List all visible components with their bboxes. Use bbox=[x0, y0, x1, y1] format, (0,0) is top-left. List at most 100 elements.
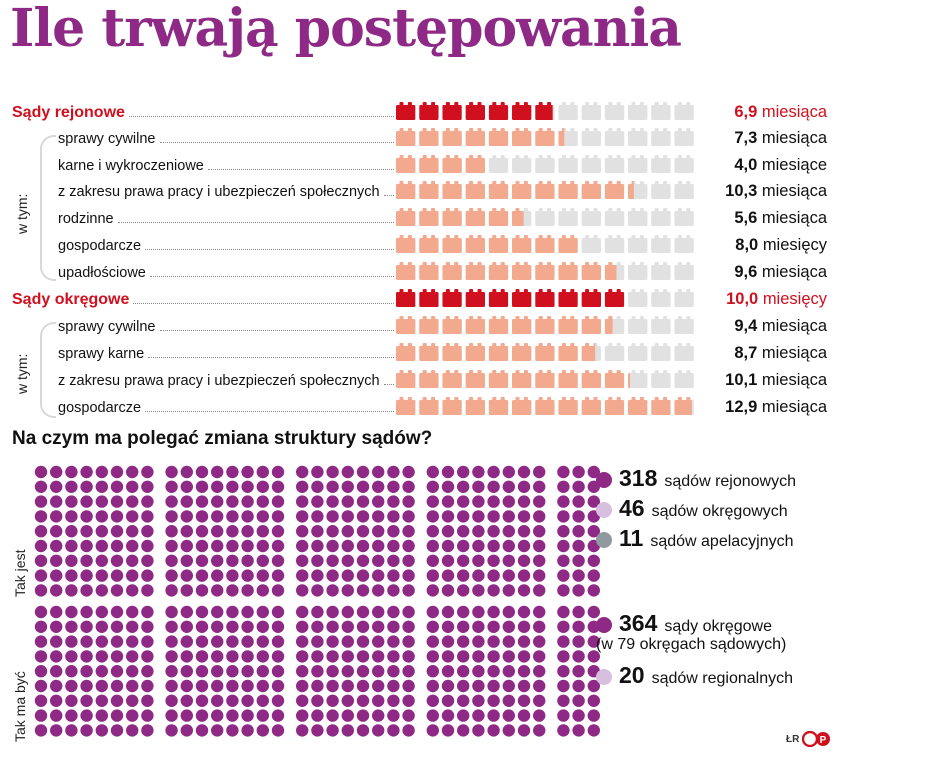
court-dot bbox=[311, 554, 324, 567]
bar-brick bbox=[465, 102, 485, 120]
court-dot bbox=[34, 605, 48, 619]
court-dot bbox=[402, 495, 415, 508]
court-dot bbox=[472, 694, 485, 707]
bar-brick bbox=[558, 370, 578, 388]
bar-brick bbox=[442, 343, 462, 361]
bar-brick bbox=[465, 235, 485, 253]
court-dot bbox=[211, 480, 224, 493]
court-dot bbox=[226, 605, 239, 619]
court-dot bbox=[296, 554, 309, 567]
author-credit: ŁR bbox=[786, 734, 800, 745]
court-dot bbox=[180, 584, 193, 597]
court-dot bbox=[34, 635, 48, 648]
court-dot bbox=[271, 584, 285, 597]
court-dot bbox=[356, 539, 370, 553]
court-dot bbox=[256, 525, 269, 538]
row-label: Sądy rejonowe bbox=[12, 102, 394, 122]
court-dot bbox=[80, 694, 93, 707]
court-dot bbox=[180, 554, 193, 567]
court-dot bbox=[356, 480, 370, 493]
court-dot bbox=[402, 694, 415, 707]
court-dot bbox=[165, 569, 178, 582]
court-dot bbox=[80, 480, 93, 493]
court-dot bbox=[572, 465, 585, 479]
bar-brick bbox=[419, 102, 439, 120]
row-value-unit: miesiąca bbox=[761, 371, 827, 389]
bar-brick bbox=[604, 128, 625, 146]
court-dot bbox=[126, 635, 139, 648]
bar-brick bbox=[604, 289, 625, 307]
court-dot bbox=[195, 525, 209, 538]
row-label: Sądy okręgowe bbox=[12, 289, 394, 309]
court-dot bbox=[126, 620, 139, 633]
court-dot bbox=[517, 620, 531, 633]
court-dot bbox=[572, 709, 585, 722]
court-dot bbox=[472, 480, 485, 493]
court-dot bbox=[195, 650, 209, 663]
court-dot bbox=[356, 510, 370, 523]
court-dot bbox=[402, 569, 415, 582]
legend-label: sądy okręgowe bbox=[664, 618, 772, 635]
bar-brick bbox=[604, 370, 625, 388]
court-dot bbox=[110, 679, 124, 693]
bracket-okregowe bbox=[40, 322, 56, 418]
legend-label: sądów rejonowych bbox=[664, 473, 796, 490]
bar-row: sprawy cywilne 7,3 miesiąca bbox=[0, 126, 936, 150]
court-dot bbox=[372, 709, 385, 722]
court-dot bbox=[557, 635, 570, 648]
bar-brick bbox=[651, 155, 671, 173]
court-dot bbox=[472, 495, 485, 508]
bar-brick bbox=[512, 289, 532, 307]
bar-brick bbox=[558, 155, 578, 173]
court-dot bbox=[502, 665, 515, 678]
brick-bar bbox=[396, 262, 694, 280]
court-dot bbox=[311, 569, 324, 582]
court-dot bbox=[126, 584, 139, 597]
bar-brick bbox=[419, 235, 439, 253]
court-dot bbox=[487, 539, 500, 553]
bar-brick bbox=[581, 289, 602, 307]
court-dot bbox=[587, 605, 600, 619]
court-dot bbox=[426, 539, 439, 553]
bar-brick bbox=[488, 397, 509, 415]
court-dot bbox=[296, 650, 309, 663]
court-dot bbox=[95, 569, 109, 582]
row-value-unit: miesiąca bbox=[761, 182, 827, 200]
court-dot bbox=[226, 650, 239, 663]
court-dot bbox=[472, 650, 485, 663]
court-dot bbox=[472, 525, 485, 538]
court-dot bbox=[50, 694, 63, 707]
court-dot bbox=[426, 584, 439, 597]
court-dot bbox=[472, 620, 485, 633]
court-dot bbox=[126, 650, 139, 663]
court-dot bbox=[110, 525, 124, 538]
court-dot bbox=[65, 620, 78, 633]
court-dot bbox=[372, 584, 385, 597]
court-dot bbox=[195, 620, 209, 633]
court-dot bbox=[141, 510, 154, 523]
court-dot bbox=[356, 584, 370, 597]
row-value-unit: miesięcy bbox=[762, 290, 827, 308]
bar-brick bbox=[535, 370, 555, 388]
court-dot bbox=[326, 694, 339, 707]
bar-brick bbox=[512, 181, 532, 199]
court-dot bbox=[426, 620, 439, 633]
brick-bar bbox=[396, 235, 694, 253]
brick-bar bbox=[396, 343, 694, 361]
court-dot bbox=[402, 635, 415, 648]
court-dot bbox=[165, 554, 178, 567]
court-dot bbox=[426, 465, 439, 479]
court-dot bbox=[311, 620, 324, 633]
court-dot bbox=[572, 525, 585, 538]
court-dot bbox=[226, 465, 239, 479]
court-dot bbox=[517, 694, 531, 707]
court-dot bbox=[457, 605, 470, 619]
court-dot bbox=[533, 539, 546, 553]
court-dot bbox=[457, 620, 470, 633]
court-dot bbox=[271, 554, 285, 567]
court-dot bbox=[80, 465, 93, 479]
bar-brick bbox=[604, 208, 625, 226]
court-dot bbox=[141, 679, 154, 693]
court-dot bbox=[487, 525, 500, 538]
row-label-text: z zakresu prawa pracy i ubezpieczeń społ… bbox=[58, 373, 380, 389]
